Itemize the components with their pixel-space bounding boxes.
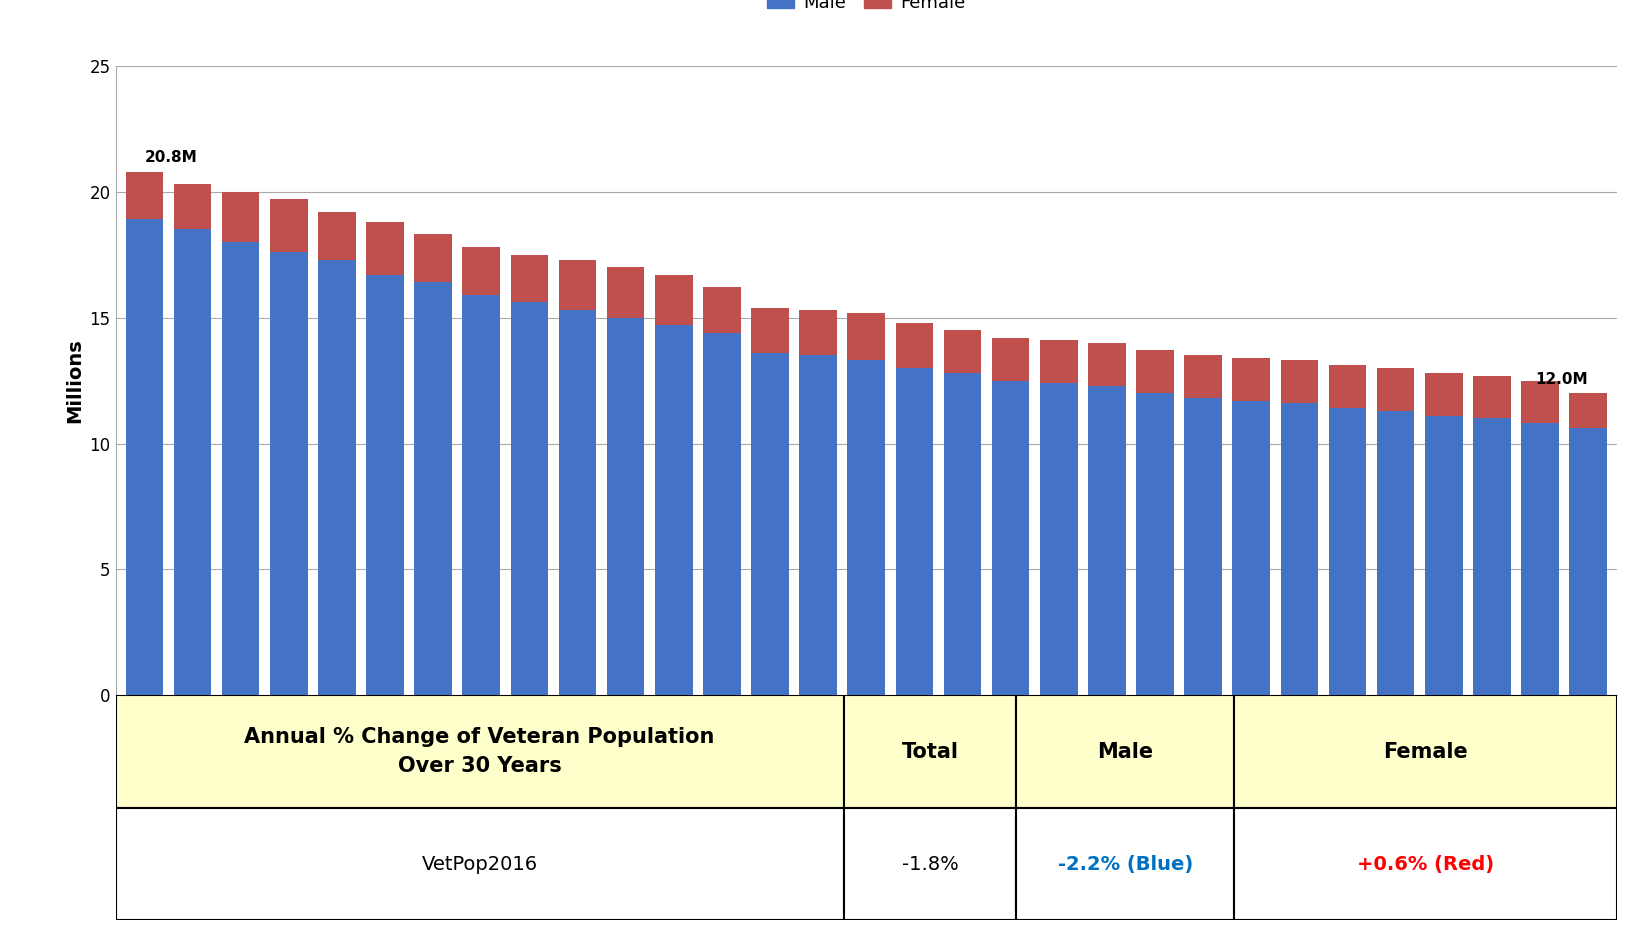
Bar: [1328, 408, 1366, 696]
Bar: [1521, 423, 1559, 696]
FancyBboxPatch shape: [843, 808, 1016, 920]
Bar: [559, 260, 596, 310]
Bar: [1137, 350, 1173, 393]
Bar: [462, 295, 500, 696]
Bar: [1280, 361, 1318, 403]
Bar: [318, 260, 356, 696]
Bar: [1185, 355, 1223, 398]
Bar: [848, 361, 884, 696]
FancyBboxPatch shape: [1016, 696, 1234, 808]
Bar: [1087, 386, 1125, 696]
Text: Female: Female: [1383, 742, 1469, 762]
Bar: [607, 268, 645, 317]
Bar: [173, 184, 211, 229]
Bar: [510, 302, 548, 696]
Bar: [1426, 373, 1462, 416]
Bar: [1040, 383, 1077, 696]
Bar: [318, 212, 356, 260]
Text: -1.8%: -1.8%: [901, 854, 959, 873]
Bar: [799, 355, 837, 696]
Bar: [1473, 418, 1511, 696]
Y-axis label: Millions: Millions: [64, 338, 84, 423]
FancyBboxPatch shape: [116, 696, 843, 808]
Legend: Male, Female: Male, Female: [761, 0, 972, 19]
Bar: [414, 235, 452, 283]
FancyBboxPatch shape: [1234, 808, 1617, 920]
Bar: [703, 332, 741, 696]
Bar: [366, 275, 404, 696]
Bar: [896, 368, 934, 696]
Bar: [1087, 343, 1125, 386]
Bar: [1426, 416, 1462, 696]
Text: +0.6% (Red): +0.6% (Red): [1356, 854, 1495, 873]
Bar: [1569, 428, 1607, 696]
Bar: [944, 331, 982, 373]
Bar: [173, 229, 211, 696]
Bar: [125, 172, 163, 220]
Bar: [1040, 340, 1077, 383]
Bar: [1280, 403, 1318, 696]
Bar: [271, 199, 307, 252]
Bar: [1473, 376, 1511, 418]
Text: Annual % Change of Veteran Population
Over 30 Years: Annual % Change of Veteran Population Ov…: [244, 727, 714, 777]
Bar: [559, 310, 596, 696]
FancyBboxPatch shape: [1016, 808, 1234, 920]
Bar: [1569, 393, 1607, 428]
Bar: [221, 192, 259, 242]
Bar: [125, 220, 163, 696]
Bar: [1328, 365, 1366, 408]
Bar: [1376, 410, 1414, 696]
Text: VetPop2016: VetPop2016: [421, 854, 538, 873]
Bar: [221, 242, 259, 696]
FancyBboxPatch shape: [116, 808, 843, 920]
Text: 20.8M: 20.8M: [145, 150, 196, 165]
Bar: [366, 222, 404, 275]
Bar: [848, 313, 884, 361]
Bar: [992, 380, 1030, 696]
Bar: [1521, 380, 1559, 423]
Bar: [944, 373, 982, 696]
Bar: [751, 307, 789, 353]
Bar: [1137, 393, 1173, 696]
Bar: [896, 323, 934, 368]
FancyBboxPatch shape: [1234, 696, 1617, 808]
Bar: [462, 247, 500, 295]
Bar: [992, 338, 1030, 380]
Bar: [1233, 358, 1270, 401]
Bar: [1376, 368, 1414, 410]
Text: Total: Total: [901, 742, 959, 762]
Bar: [1185, 398, 1223, 696]
Bar: [799, 310, 837, 355]
Bar: [510, 254, 548, 302]
Bar: [655, 325, 693, 696]
FancyBboxPatch shape: [843, 696, 1016, 808]
Bar: [655, 275, 693, 325]
Bar: [414, 283, 452, 696]
Bar: [703, 287, 741, 332]
Text: 12.0M: 12.0M: [1536, 372, 1587, 387]
Bar: [607, 317, 645, 696]
Bar: [1233, 401, 1270, 696]
Bar: [751, 353, 789, 696]
Text: -2.2% (Blue): -2.2% (Blue): [1058, 854, 1193, 873]
Text: Male: Male: [1097, 742, 1153, 762]
Bar: [271, 252, 307, 696]
